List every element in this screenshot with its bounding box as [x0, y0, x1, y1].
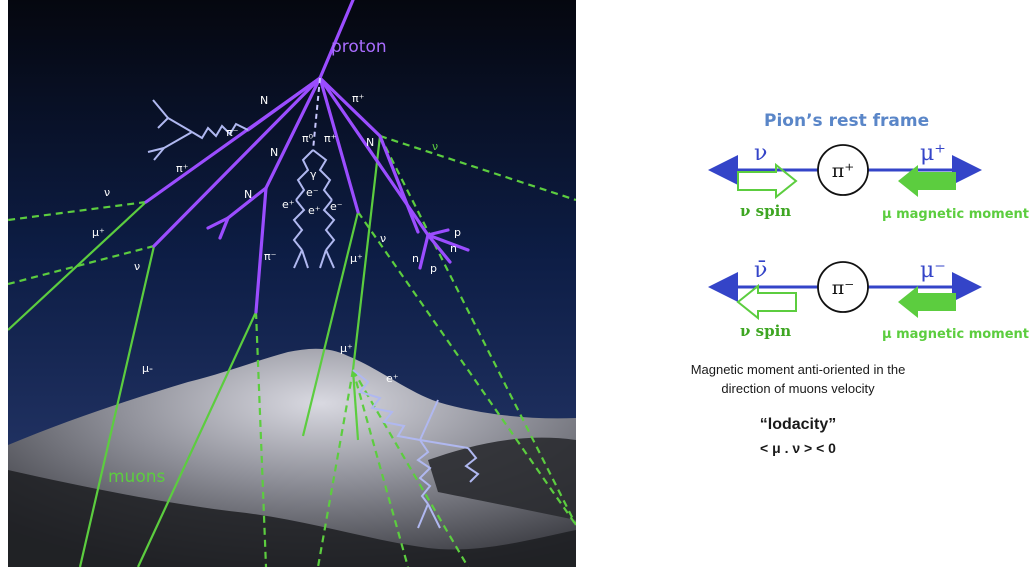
- label-p-2: p: [430, 262, 437, 275]
- label-pi-minus-left: π⁻: [226, 126, 239, 139]
- label-mu-plus-mid: μ⁺: [350, 252, 363, 265]
- nu-spin-label-bottom: ν spin: [740, 322, 791, 340]
- mu-moment-arrow-top: [898, 165, 956, 197]
- mountain-right-ridge: [428, 437, 576, 520]
- nu-spin-arrow-top: [737, 162, 798, 200]
- diagram-title: Pion’s rest frame: [764, 111, 929, 131]
- label-pi-plus-mid: π⁺: [324, 132, 337, 145]
- pion-label-top: π⁺: [832, 160, 855, 182]
- hadron-tracks: [144, 0, 470, 314]
- label-e-plus-low: e⁺: [386, 372, 399, 385]
- nu-label-top: ν: [754, 141, 767, 166]
- pion-circle-top: [817, 144, 869, 196]
- air-shower-illustration: proton N π⁺ π⁻ π⁺ π⁰ π⁺ N N ν γ N e⁺ e⁻ …: [8, 0, 576, 567]
- label-muons: muons: [108, 467, 166, 487]
- pion-circle-bottom: [817, 261, 869, 313]
- label-proton: proton: [331, 37, 387, 57]
- lodacity-term: “lodacity”: [759, 416, 837, 433]
- label-e-plus-1: e⁺: [282, 198, 295, 211]
- em-subshowers: [147, 99, 480, 529]
- note-line-1: Magnetic moment anti-oriented in the: [690, 362, 906, 377]
- label-mu-plus-left: μ⁺: [92, 226, 105, 239]
- pi-minus-decay: π⁻ ν̄ μ⁻ ν spin μ magnetic moment: [708, 258, 1029, 342]
- nu-label-bottom: ν̄: [754, 258, 767, 283]
- label-n-top: N: [260, 94, 268, 107]
- mu-moment-label-top: μ magnetic moment: [882, 207, 1029, 222]
- muon-label-bottom: μ⁻: [920, 258, 946, 283]
- label-nu-right-top: ν: [432, 140, 438, 153]
- label-e-minus-1: e⁻: [306, 186, 319, 199]
- muon-tracks: [8, 135, 382, 567]
- label-pi0: π⁰: [302, 132, 314, 145]
- muon-label-top: μ⁺: [920, 141, 946, 166]
- mu-moment-label-bottom: μ magnetic moment: [882, 327, 1029, 342]
- pion-label-bottom: π⁻: [832, 277, 855, 299]
- label-pi-plus-top: π⁺: [352, 92, 365, 105]
- label-p-1: p: [454, 226, 461, 239]
- label-n-mid: N: [270, 146, 278, 159]
- nu-spin-label-top: ν spin: [740, 202, 791, 220]
- label-e-plus-2: e⁺: [308, 204, 321, 217]
- mu-moment-arrow-bottom: [898, 286, 956, 318]
- label-n-hadron-2: n: [412, 252, 419, 265]
- pi-plus-decay: π⁺ ν μ⁺ ν spin μ magnetic moment: [708, 141, 1029, 222]
- label-mu-plus-low: μ⁺: [340, 342, 353, 355]
- label-gamma: γ: [310, 168, 317, 181]
- label-n-left-low: N: [244, 188, 252, 201]
- neutrino-tracks: [8, 134, 576, 567]
- lodacity-formula: < μ . ν > < 0: [760, 440, 836, 456]
- label-e-minus-2: e⁻: [330, 200, 343, 213]
- label-pi-minus-low: π⁻: [264, 250, 277, 263]
- pi0-dashed-track: [312, 77, 321, 151]
- pion-decay-diagram: Pion’s rest frame π⁺ ν μ⁺ ν spin μ magne…: [708, 111, 1029, 342]
- nu-spin-arrow-bottom: [736, 283, 797, 321]
- label-mu-minus: μ-: [142, 362, 153, 375]
- note-line-2: direction of muons velocity: [721, 381, 875, 396]
- label-n-hadron-1: n: [450, 242, 457, 255]
- label-nu-left-2: ν: [134, 260, 140, 273]
- label-nu-mid: ν: [380, 232, 386, 245]
- label-n-right: N: [366, 136, 374, 149]
- label-pi-plus-left: π⁺: [176, 162, 189, 175]
- label-nu-left-1: ν: [104, 186, 110, 199]
